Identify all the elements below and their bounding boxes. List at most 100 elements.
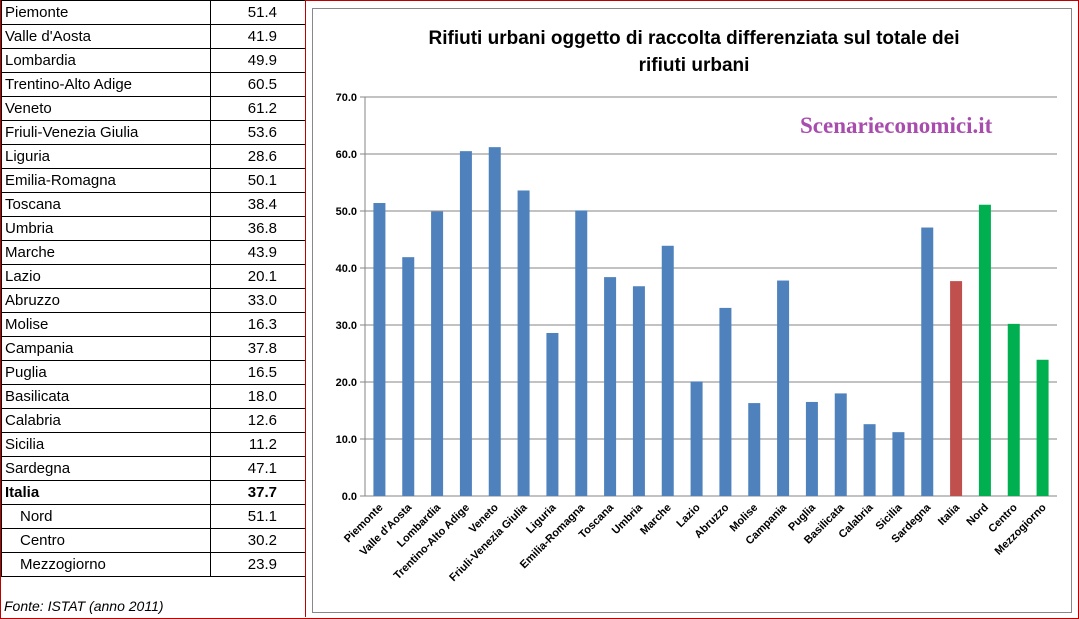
row-value: 33.0 xyxy=(210,288,306,313)
row-value: 50.1 xyxy=(210,168,306,193)
row-label: Campania xyxy=(1,336,211,361)
row-value: 49.9 xyxy=(210,48,306,73)
row-label: Nord xyxy=(1,504,211,529)
row-label: Basilicata xyxy=(1,384,211,409)
row-value: 23.9 xyxy=(210,552,306,577)
bar xyxy=(719,307,732,496)
row-label: Puglia xyxy=(1,360,211,385)
data-table-panel: Piemonte 51.4 Valle d'Aosta 41.9 Lombardia 49… xyxy=(1,0,306,617)
table-row: Lazio 20.1 xyxy=(1,264,306,289)
row-label: Centro xyxy=(1,528,211,553)
bar-chart: Rifiuti urbani oggetto di raccolta diffe… xyxy=(336,28,1057,584)
row-value: 12.6 xyxy=(210,408,306,433)
row-label: Veneto xyxy=(1,96,211,121)
bar xyxy=(950,281,963,496)
bar xyxy=(834,393,847,496)
row-label: Sardegna xyxy=(1,456,211,481)
table-row: Molise 16.3 xyxy=(1,312,306,337)
gridlines xyxy=(364,96,1057,497)
table-row: Toscana 38.4 xyxy=(1,192,306,217)
chart-title-line-1: Rifiuti urbani oggetto di raccolta diffe… xyxy=(429,28,960,49)
bar xyxy=(777,280,790,496)
row-value: 37.7 xyxy=(210,480,306,505)
bar xyxy=(459,151,472,496)
x-category-label: Mezzogiorno xyxy=(993,501,1049,557)
bar xyxy=(431,211,444,496)
row-label: Lombardia xyxy=(1,48,211,73)
watermark-text: Scenarieconomici.it xyxy=(800,113,993,138)
table-row: Centro 30.2 xyxy=(1,528,306,553)
row-label: Piemonte xyxy=(1,0,211,25)
table-row: Piemonte 51.4 xyxy=(1,0,306,25)
row-label: Italia xyxy=(1,480,211,505)
bar xyxy=(546,332,559,496)
row-value: 41.9 xyxy=(210,24,306,49)
row-value: 16.3 xyxy=(210,312,306,337)
bar xyxy=(978,204,991,497)
bar xyxy=(921,227,934,496)
chart-area: Rifiuti urbani oggetto di raccolta diffe… xyxy=(312,8,1072,613)
row-value: 36.8 xyxy=(210,216,306,241)
bar xyxy=(1007,323,1020,496)
table-row: Valle d'Aosta 41.9 xyxy=(1,24,306,49)
bar xyxy=(373,203,386,496)
row-label: Lazio xyxy=(1,264,211,289)
row-value: 51.1 xyxy=(210,504,306,529)
y-tick-label: 20.0 xyxy=(336,377,357,389)
row-value: 16.5 xyxy=(210,360,306,385)
table-row: Sicilia 11.2 xyxy=(1,432,306,457)
table-row: Calabria 12.6 xyxy=(1,408,306,433)
y-tick-label: 30.0 xyxy=(336,320,357,332)
bar xyxy=(575,210,588,496)
row-value: 28.6 xyxy=(210,144,306,169)
row-label: Molise xyxy=(1,312,211,337)
chart-title-line-2: rifiuti urbani xyxy=(639,55,750,76)
source-note: Fonte: ISTAT (anno 2011) xyxy=(4,598,164,614)
table-row: Umbria 36.8 xyxy=(1,216,306,241)
table-row: Lombardia 49.9 xyxy=(1,48,306,73)
row-value: 18.0 xyxy=(210,384,306,409)
row-value: 60.5 xyxy=(210,72,306,97)
x-category-label: Italia xyxy=(936,501,963,528)
bar xyxy=(805,401,818,496)
row-label: Liguria xyxy=(1,144,211,169)
table-row: Veneto 61.2 xyxy=(1,96,306,121)
panel-separator xyxy=(305,0,306,617)
y-tick-label: 0.0 xyxy=(342,491,357,503)
row-value: 30.2 xyxy=(210,528,306,553)
row-label: Marche xyxy=(1,240,211,265)
row-label: Trentino-Alto Adige xyxy=(1,72,211,97)
table-row: Puglia 16.5 xyxy=(1,360,306,385)
table-row: Italia 37.7 xyxy=(1,480,306,505)
table-row: Friuli-Venezia Giulia 53.6 xyxy=(1,120,306,145)
y-axis-ticks: 0.0 10.0 20.0 30.0 40.0 50.0 60.0 70.0 xyxy=(336,92,365,503)
row-value: 51.4 xyxy=(210,0,306,25)
bar xyxy=(748,403,761,496)
y-tick-label: 40.0 xyxy=(336,263,357,275)
row-value: 61.2 xyxy=(210,96,306,121)
table-row: Trentino-Alto Adige 60.5 xyxy=(1,72,306,97)
table-row: Campania 37.8 xyxy=(1,336,306,361)
row-value: 20.1 xyxy=(210,264,306,289)
row-value: 11.2 xyxy=(210,432,306,457)
bars xyxy=(373,147,1049,497)
bar xyxy=(863,424,876,496)
row-label: Umbria xyxy=(1,216,211,241)
bar xyxy=(632,286,645,496)
table-row: Basilicata 18.0 xyxy=(1,384,306,409)
y-tick-label: 10.0 xyxy=(336,434,357,446)
x-category-label: Marche xyxy=(638,502,674,538)
bar xyxy=(1036,359,1049,496)
row-label: Sicilia xyxy=(1,432,211,457)
row-label: Valle d'Aosta xyxy=(1,24,211,49)
row-label: Mezzogiorno xyxy=(1,552,211,577)
y-tick-label: 50.0 xyxy=(336,206,357,218)
y-tick-label: 70.0 xyxy=(336,92,357,104)
bar xyxy=(892,432,905,496)
bar xyxy=(517,190,530,497)
row-label: Calabria xyxy=(1,408,211,433)
bar xyxy=(690,381,703,496)
row-label: Friuli-Venezia Giulia xyxy=(1,120,211,145)
row-label: Abruzzo xyxy=(1,288,211,313)
